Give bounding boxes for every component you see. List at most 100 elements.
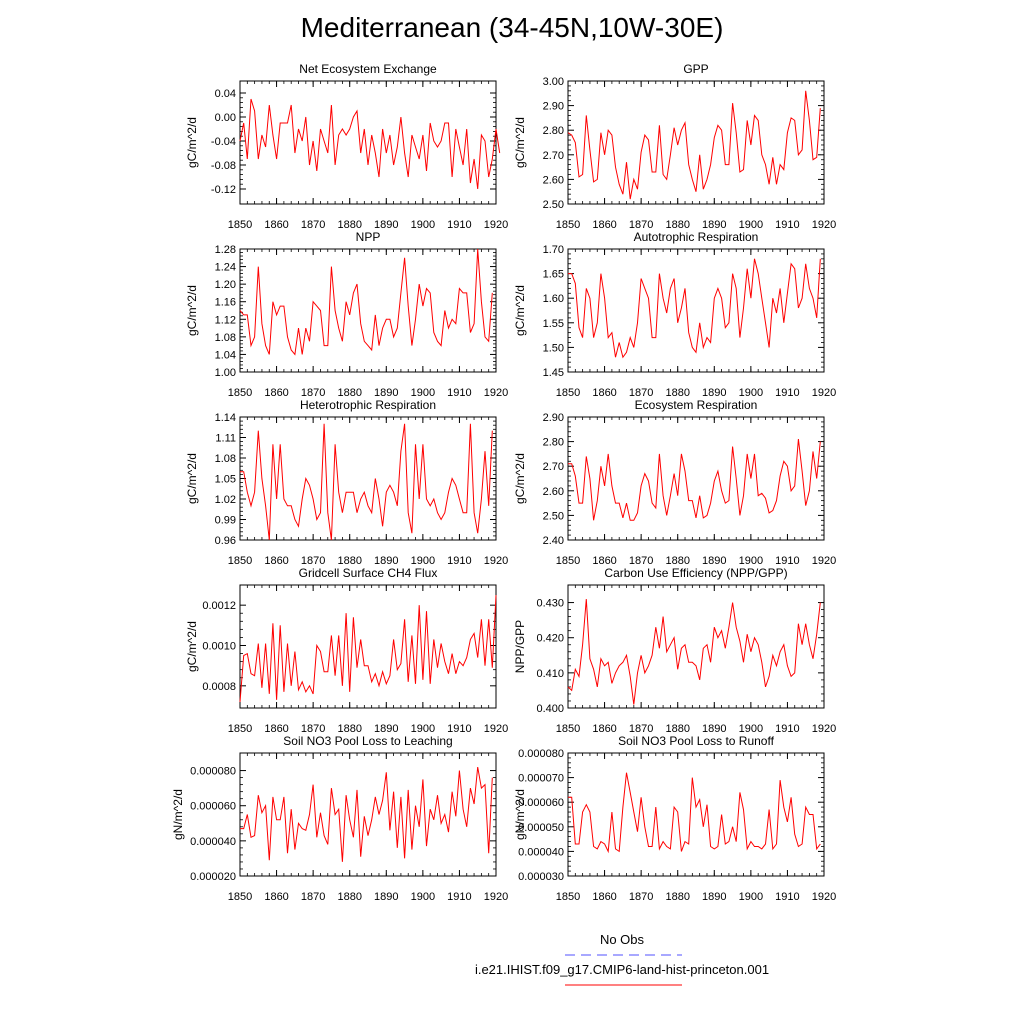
y-tick-label: 1.24 xyxy=(215,262,236,274)
x-tick-label: 1880 xyxy=(665,891,689,903)
x-tick-label: 1890 xyxy=(702,387,726,399)
x-tick-label: 1850 xyxy=(556,387,580,399)
x-tick-label: 1880 xyxy=(665,387,689,399)
x-tick-label: 1900 xyxy=(411,891,435,903)
plot-frame xyxy=(567,416,825,541)
chart-title: Autotrophic Respiration xyxy=(634,230,759,244)
x-tick-label: 1920 xyxy=(812,219,836,231)
chart-title: GPP xyxy=(683,62,708,76)
series-line xyxy=(568,439,821,521)
chart-panel-soil-no3-pool-loss-to-leaching: Soil NO3 Pool Loss to Leaching 1850 1860 18… xyxy=(171,734,508,903)
x-tick-label: 1910 xyxy=(775,723,799,735)
x-tick-label: 1870 xyxy=(301,219,325,231)
y-tick-label: 0.99 xyxy=(215,515,236,527)
x-tick-label: 1860 xyxy=(264,723,288,735)
y-tick-label: 0.000070 xyxy=(518,773,564,785)
chart-title: Soil NO3 Pool Loss to Leaching xyxy=(283,734,452,748)
y-tick-label: 1.05 xyxy=(215,474,236,486)
y-tick-label: 2.90 xyxy=(543,412,564,424)
x-tick-label: 1920 xyxy=(484,387,508,399)
plot-frame xyxy=(239,752,497,877)
x-tick-label: 1850 xyxy=(556,723,580,735)
x-tick-label: 1900 xyxy=(411,555,435,567)
y-tick-label: 1.65 xyxy=(543,269,564,281)
y-tick-label: -0.04 xyxy=(211,136,236,148)
chart-title: Ecosystem Respiration xyxy=(635,398,758,412)
plot-frame xyxy=(239,80,497,205)
chart-panel-heterotrophic-respiration: Heterotrophic Respiration 1850 1860 1870 188… xyxy=(185,398,508,567)
x-tick-label: 1910 xyxy=(775,891,799,903)
x-tick-label: 1900 xyxy=(739,387,763,399)
y-axis-label: gN/m^2/d xyxy=(513,789,527,840)
plot-frame xyxy=(567,584,825,709)
x-tick-label: 1870 xyxy=(629,219,653,231)
y-tick-label: 0.000040 xyxy=(190,836,236,848)
chart-panel-npp: NPP 1850 1860 1870 1880 1890 1900 1910 1920 1.00 1… xyxy=(185,230,508,399)
x-tick-label: 1920 xyxy=(484,219,508,231)
y-tick-label: 1.00 xyxy=(215,367,236,379)
y-tick-label: 1.16 xyxy=(215,297,236,309)
x-tick-label: 1850 xyxy=(228,723,252,735)
chart-title: Soil NO3 Pool Loss to Runoff xyxy=(618,734,775,748)
x-tick-label: 1910 xyxy=(447,555,471,567)
x-tick-label: 1890 xyxy=(702,219,726,231)
y-axis-label: gC/m^2/d xyxy=(185,453,199,504)
plot-frame xyxy=(239,584,497,709)
chart-panel-gridcell-surface-ch4-flux: Gridcell Surface CH4 Flux 1850 1860 1870 188… xyxy=(185,566,508,735)
y-tick-label: 2.50 xyxy=(543,199,564,211)
y-axis-label: gC/m^2/d xyxy=(513,285,527,336)
x-tick-label: 1860 xyxy=(264,555,288,567)
x-tick-label: 1860 xyxy=(264,891,288,903)
chart-panel-carbon-use-efficiency-npp-gpp: Carbon Use Efficiency (NPP/GPP) 1850 1860 1… xyxy=(513,566,836,735)
x-tick-label: 1860 xyxy=(264,387,288,399)
chart-panel-net-ecosystem-exchange: Net Ecosystem Exchange 1850 1860 1870 1880 18… xyxy=(185,62,508,231)
x-tick-label: 1890 xyxy=(374,891,398,903)
series-line xyxy=(240,767,493,862)
y-tick-label: 0.96 xyxy=(215,535,236,547)
x-tick-label: 1900 xyxy=(739,723,763,735)
y-tick-label: 0.000030 xyxy=(518,871,564,883)
x-tick-label: 1890 xyxy=(702,555,726,567)
y-tick-label: 0.0008 xyxy=(202,681,236,693)
x-tick-label: 1860 xyxy=(264,219,288,231)
series-line xyxy=(239,248,493,356)
page-title: Mediterranean (34-45N,10W-30E) xyxy=(300,12,724,43)
y-tick-label: 1.60 xyxy=(543,293,564,305)
x-tick-label: 1880 xyxy=(337,723,361,735)
x-tick-label: 1860 xyxy=(592,723,616,735)
y-tick-label: 1.12 xyxy=(215,314,236,326)
y-tick-label: 0.000040 xyxy=(518,846,564,858)
x-tick-label: 1900 xyxy=(411,387,435,399)
y-axis-label: gN/m^2/d xyxy=(171,789,185,840)
chart-title: Gridcell Surface CH4 Flux xyxy=(299,566,438,580)
y-axis-label: gC/m^2/d xyxy=(513,453,527,504)
y-tick-label: 0.04 xyxy=(215,88,236,100)
x-tick-label: 1900 xyxy=(411,219,435,231)
series-line xyxy=(239,595,497,703)
x-tick-label: 1910 xyxy=(775,219,799,231)
y-tick-label: 2.60 xyxy=(543,174,564,186)
y-tick-label: 0.400 xyxy=(536,703,564,715)
y-tick-label: 0.0012 xyxy=(202,600,236,612)
y-axis-label: gC/m^2/d xyxy=(185,117,199,168)
y-tick-label: 1.70 xyxy=(543,244,564,256)
chart-title: NPP xyxy=(356,230,381,244)
chart-title: Net Ecosystem Exchange xyxy=(299,62,437,76)
y-tick-label: 0.000080 xyxy=(518,748,564,760)
x-tick-label: 1890 xyxy=(374,387,398,399)
chart-title: Heterotrophic Respiration xyxy=(300,398,436,412)
plot-frame xyxy=(567,248,825,373)
y-tick-label: 0.420 xyxy=(536,633,564,645)
x-tick-label: 1850 xyxy=(228,555,252,567)
x-tick-label: 1910 xyxy=(775,555,799,567)
x-tick-label: 1870 xyxy=(301,387,325,399)
chart-panel-autotrophic-respiration: Autotrophic Respiration 1850 1860 1870 1880 1… xyxy=(513,230,836,399)
y-tick-label: 2.50 xyxy=(543,510,564,522)
y-tick-label: -0.12 xyxy=(211,184,236,196)
y-tick-label: 1.11 xyxy=(215,433,236,445)
x-tick-label: 1910 xyxy=(447,891,471,903)
y-tick-label: 2.70 xyxy=(543,461,564,473)
y-tick-label: 2.90 xyxy=(543,101,564,113)
x-tick-label: 1860 xyxy=(592,891,616,903)
x-tick-label: 1920 xyxy=(812,555,836,567)
